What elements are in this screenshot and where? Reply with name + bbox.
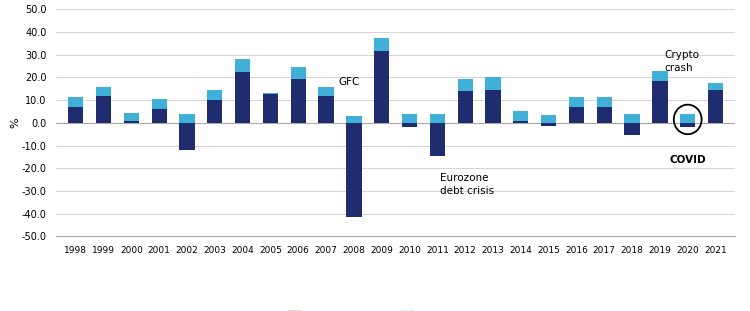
- Bar: [568, 107, 584, 123]
- Bar: [625, 114, 640, 123]
- Bar: [152, 109, 166, 123]
- Bar: [68, 97, 83, 107]
- Bar: [235, 59, 250, 72]
- Bar: [235, 72, 250, 123]
- Bar: [485, 77, 501, 90]
- Bar: [124, 113, 139, 121]
- Bar: [207, 90, 223, 100]
- Bar: [596, 97, 612, 107]
- Bar: [179, 114, 195, 123]
- Bar: [708, 90, 723, 123]
- Text: GFC: GFC: [338, 77, 360, 87]
- Bar: [374, 51, 389, 123]
- Bar: [374, 38, 389, 51]
- Legend: Return capital, Return income: Return capital, Return income: [284, 307, 508, 311]
- Bar: [430, 114, 445, 123]
- Bar: [596, 107, 612, 123]
- Text: Crypto
crash: Crypto crash: [664, 50, 699, 73]
- Bar: [152, 99, 166, 109]
- Bar: [68, 107, 83, 123]
- Bar: [708, 83, 723, 90]
- Y-axis label: %: %: [10, 118, 20, 128]
- Bar: [402, 114, 417, 123]
- Bar: [290, 79, 306, 123]
- Bar: [319, 86, 334, 95]
- Text: Eurozone
debt crisis: Eurozone debt crisis: [440, 173, 494, 196]
- Bar: [541, 123, 556, 126]
- Bar: [346, 123, 362, 217]
- Bar: [179, 123, 195, 150]
- Bar: [680, 123, 695, 128]
- Text: COVID: COVID: [670, 155, 706, 165]
- Bar: [124, 121, 139, 123]
- Bar: [290, 67, 306, 79]
- Bar: [568, 97, 584, 107]
- Bar: [513, 121, 529, 123]
- Bar: [485, 90, 501, 123]
- Bar: [680, 114, 695, 123]
- Bar: [458, 91, 472, 123]
- Bar: [262, 93, 278, 123]
- Bar: [652, 71, 668, 81]
- Bar: [625, 123, 640, 135]
- Bar: [541, 115, 556, 123]
- Bar: [207, 100, 223, 123]
- Bar: [402, 123, 417, 128]
- Bar: [513, 111, 529, 121]
- Bar: [458, 79, 472, 91]
- Bar: [96, 86, 111, 95]
- Bar: [652, 81, 668, 123]
- Bar: [319, 95, 334, 123]
- Bar: [430, 123, 445, 156]
- Bar: [262, 93, 278, 95]
- Bar: [346, 116, 362, 123]
- Bar: [96, 95, 111, 123]
